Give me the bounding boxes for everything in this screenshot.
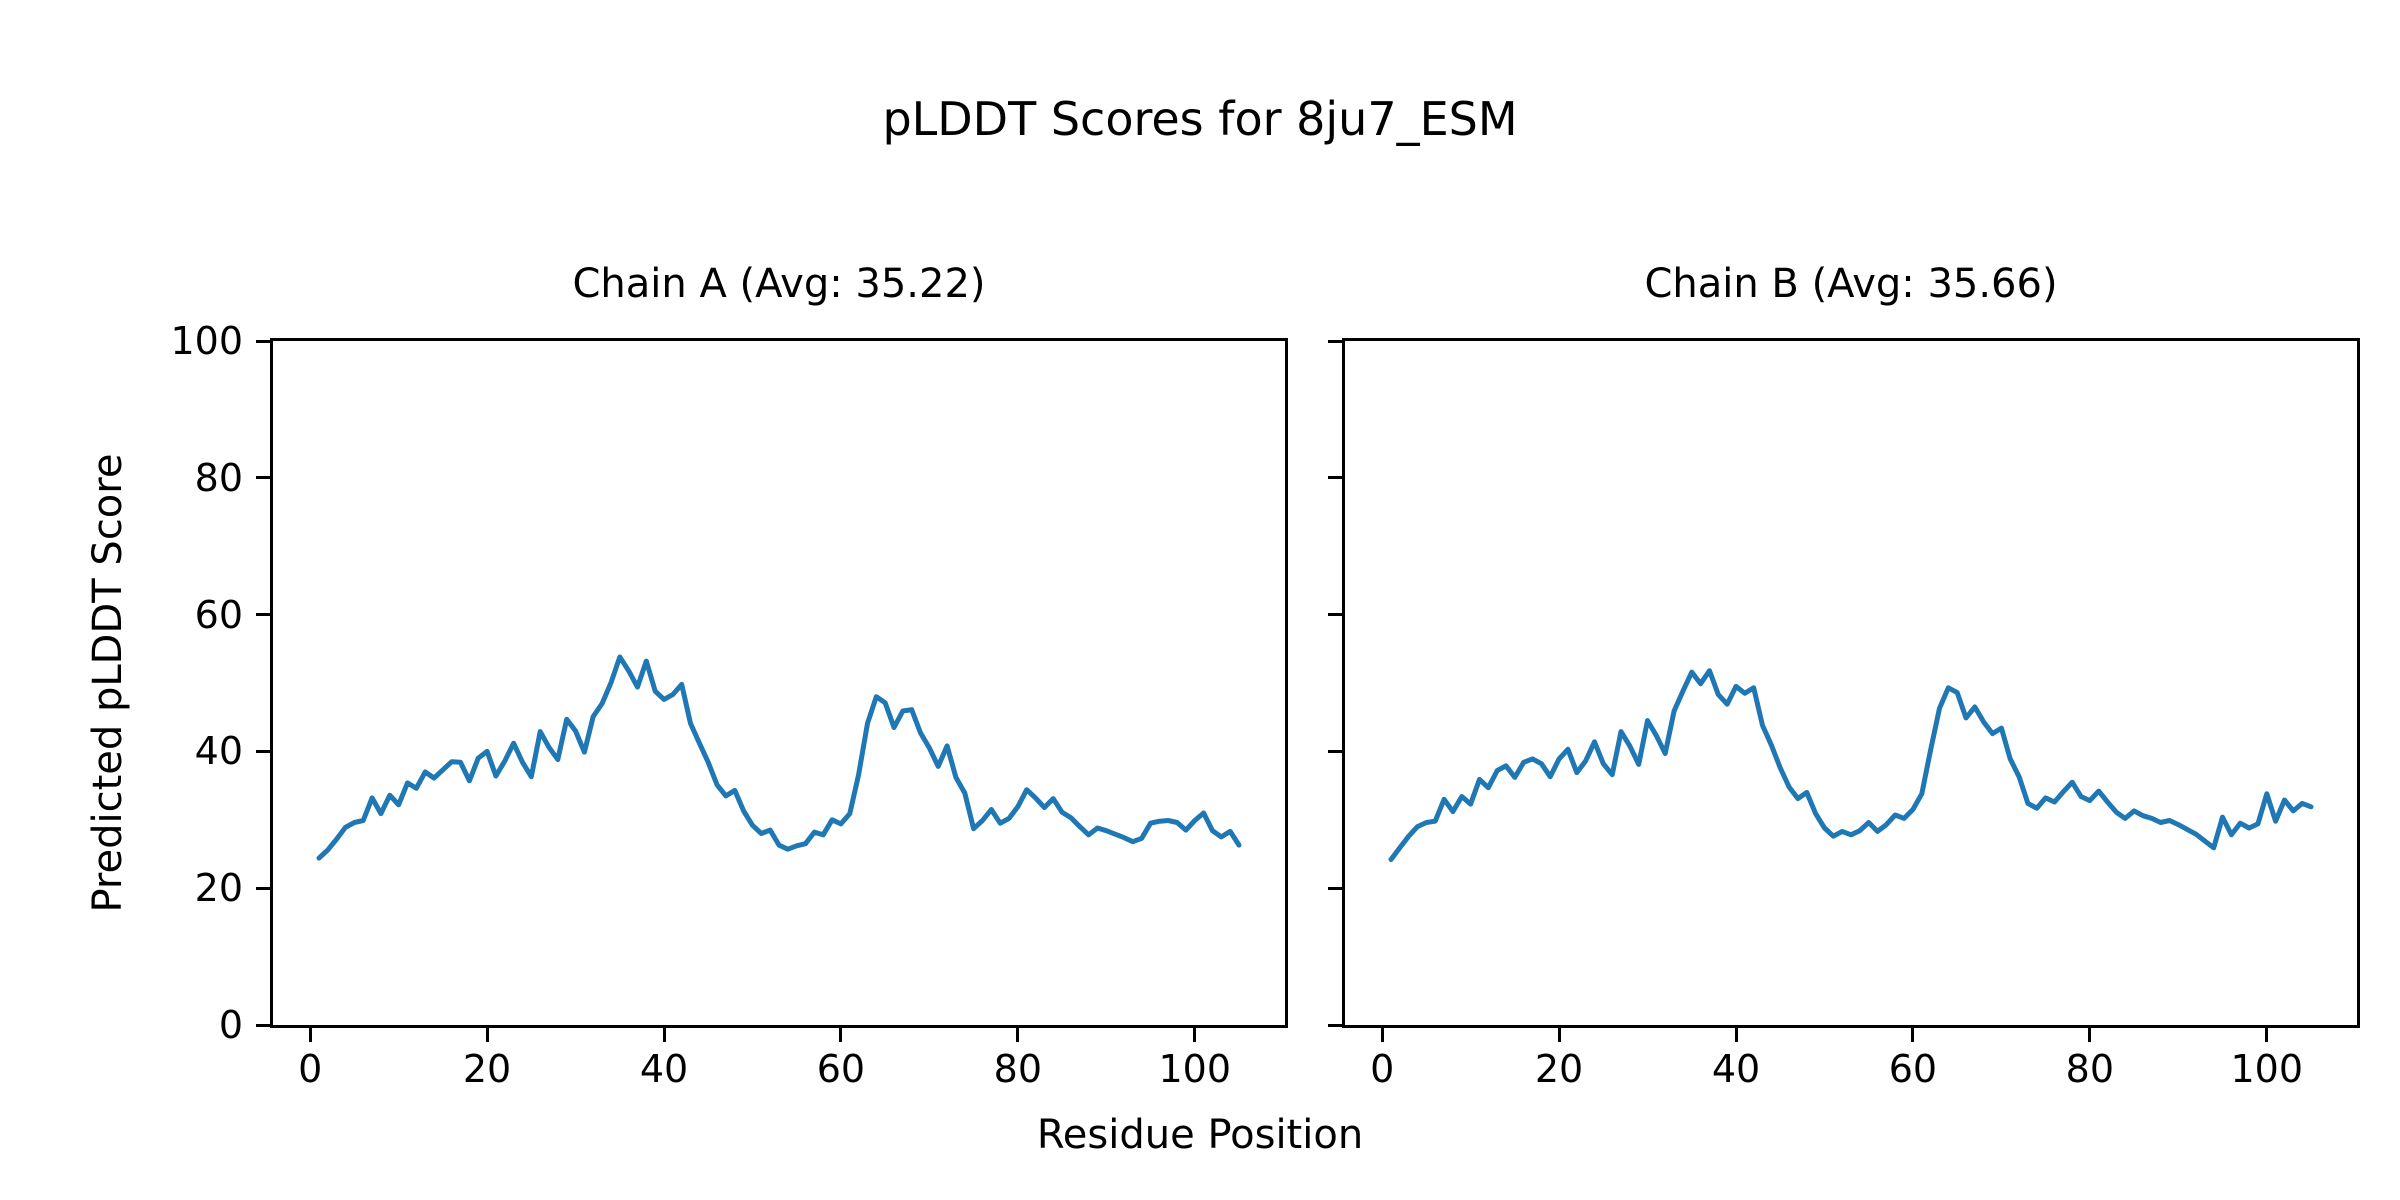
y-tick-label: 60 — [194, 592, 243, 637]
y-tick-mark — [256, 749, 270, 753]
x-tick-mark — [485, 1028, 489, 1042]
x-tick-mark — [2265, 1028, 2269, 1042]
chain-a-subplot-title: Chain A (Avg: 35.22) — [572, 261, 986, 307]
y-tick-label: 20 — [194, 866, 243, 911]
y-tick-mark — [256, 1023, 270, 1027]
x-tick-label: 40 — [1711, 1047, 1761, 1091]
x-tick-mark — [308, 1028, 312, 1042]
y-tick-mark — [1328, 339, 1342, 343]
x-tick-label: 60 — [816, 1047, 866, 1091]
y-tick-mark — [1328, 886, 1342, 890]
x-axis-label: Residue Position — [1036, 1112, 1364, 1158]
y-tick-label: 0 — [218, 1003, 243, 1047]
y-tick-mark — [256, 339, 270, 343]
chain-a-plddt-line — [316, 654, 1242, 861]
y-axis-label: Predicted pLDDT Score — [85, 453, 131, 913]
chain-a-plot-area: 0 20 40 60 80 100 0 20 40 60 80 100 — [170, 319, 1288, 1091]
y-tick-label: 40 — [194, 729, 243, 774]
x-tick-label: 20 — [462, 1047, 512, 1091]
y-tick-mark — [256, 886, 270, 890]
y-tick-mark — [1328, 476, 1342, 480]
x-tick-mark — [1557, 1028, 1561, 1042]
y-tick-label: 100 — [170, 319, 243, 363]
x-tick-label: 80 — [2065, 1047, 2115, 1091]
x-tick-label: 20 — [1534, 1047, 1584, 1091]
chain-b-plddt-line — [1388, 668, 2314, 862]
y-tick-mark — [1328, 749, 1342, 753]
x-tick-label: 80 — [993, 1047, 1043, 1091]
figure-title: pLDDT Scores for 8ju7_ESM — [882, 92, 1518, 146]
y-tick-mark — [1328, 1023, 1342, 1027]
y-tick-mark — [256, 476, 270, 480]
y-tick-label: 80 — [194, 455, 243, 500]
x-tick-mark — [662, 1028, 666, 1042]
y-tick-mark — [1328, 613, 1342, 617]
x-tick-mark — [1380, 1028, 1384, 1042]
x-tick-mark — [1734, 1028, 1738, 1042]
y-tick-mark — [256, 613, 270, 617]
x-tick-label: 0 — [1370, 1047, 1395, 1091]
x-tick-mark — [1911, 1028, 1915, 1042]
x-tick-label: 40 — [639, 1047, 689, 1091]
x-tick-label: 60 — [1888, 1047, 1938, 1091]
x-tick-label: 100 — [2230, 1047, 2304, 1091]
x-tick-mark — [1016, 1028, 1020, 1042]
chain-a-line-chart — [316, 654, 1242, 861]
x-tick-mark — [839, 1028, 843, 1042]
chain-b-line-chart — [1388, 668, 2314, 862]
x-tick-mark — [1193, 1028, 1197, 1042]
chain-b-plot-area: 0 20 40 60 80 100 — [1328, 338, 2360, 1091]
x-tick-label: 0 — [298, 1047, 323, 1091]
chain-b-subplot-title: Chain B (Avg: 35.66) — [1644, 261, 2058, 307]
x-tick-label: 100 — [1158, 1047, 1232, 1091]
x-tick-mark — [2088, 1028, 2092, 1042]
